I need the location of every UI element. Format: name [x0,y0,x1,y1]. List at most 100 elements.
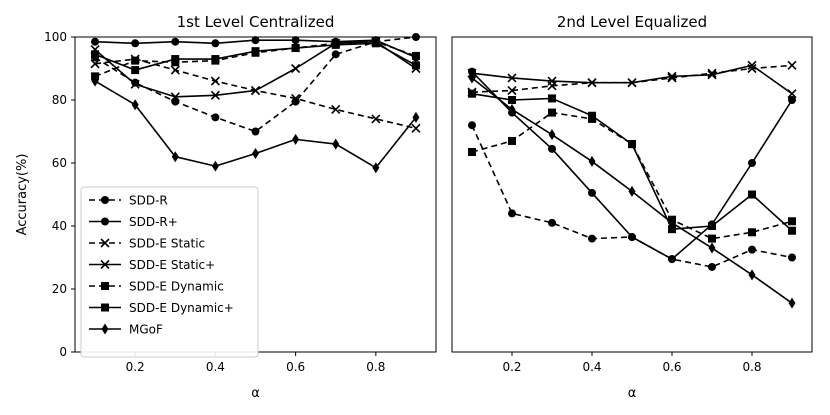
left-point-sdd-r-4 [251,127,260,136]
left-point-sdd-e-dynamic-8 [411,51,420,60]
left-y-tick-label-5: 100 [44,30,67,44]
right-point-mgof-0 [468,72,476,84]
left-x-tick-label-0: 0.2 [126,360,145,374]
left-point-sdd-e-static-0 [90,59,100,69]
left-point-sdd-e-static-plus-3 [210,90,220,100]
right-point-sdd-e-static-plus-8 [787,89,797,99]
left-point-mgof-6 [332,138,340,150]
right-point-sdd-e-static-8 [787,60,797,70]
left-point-sdd-e-dynamic-plus-8 [411,61,420,70]
right-point-sdd-r-plus-4 [628,233,636,242]
left-point-sdd-e-dynamic-plus-3 [211,55,220,64]
right-point-sdd-e-static-plus-3 [587,78,597,88]
left-point-mgof-2 [171,151,179,163]
right-point-sdd-e-dynamic-0 [468,147,476,156]
right-x-axis-label: α [628,386,637,401]
left-point-mgof-0 [91,75,99,87]
left-x-axis-label: α [251,386,260,401]
left-point-sdd-e-static-plus-2 [170,92,180,102]
left-point-sdd-r-plus-2 [171,37,180,46]
left-point-sdd-e-dynamic-plus-0 [91,50,100,59]
right-point-sdd-r-plus-3 [588,188,596,197]
right-point-sdd-r-2 [548,218,556,227]
right-point-sdd-e-dynamic-plus-1 [508,96,516,104]
left-point-sdd-e-static-plus-1 [130,79,140,89]
left-y-tick-label-1: 20 [52,282,67,296]
left-point-sdd-e-dynamic-plus-7 [371,39,380,48]
right-point-sdd-r-1 [508,209,516,218]
left-point-sdd-r-6 [331,50,340,59]
right-plot-frame [451,36,813,353]
left-point-mgof-5 [292,133,300,145]
right-x-tick-label-3: 0.8 [742,360,761,374]
right-point-mgof-3 [588,155,596,167]
left-chart-title: 1st Level Centralized [177,13,335,31]
right-point-sdd-e-dynamic-plus-6 [708,222,716,230]
right-point-sdd-e-dynamic-2 [548,108,556,117]
left-point-sdd-r-plus-1 [131,39,140,48]
left-point-sdd-e-dynamic-plus-4 [251,47,260,56]
right-point-sdd-r-8 [788,253,796,262]
legend-marker-sdd-e-static [100,238,110,248]
right-point-sdd-r-6 [708,262,716,271]
chart-left-panel: 1st Level Centralized α Accuracy(%) 0.2 0… [15,13,437,401]
legend-label-sdd-e-static-plus: SDD-E Static+ [129,258,215,272]
left-x-tick-label-2: 0.6 [286,360,305,374]
right-line-sdd-e-dynamic [471,111,793,240]
left-x-tick-label-1: 0.4 [206,360,225,374]
left-point-sdd-e-dynamic-plus-6 [331,40,340,49]
right-point-sdd-e-static-plus-1 [507,73,517,83]
right-point-sdd-e-dynamic-plus-8 [788,226,796,235]
right-point-mgof-2 [548,129,556,141]
right-point-mgof-6 [708,242,716,254]
left-y-tick-label-2: 40 [52,219,67,233]
right-point-sdd-e-static-6 [707,68,717,78]
right-point-sdd-r-plus-7 [748,159,756,167]
left-line-sdd-e-dynamic [94,40,417,78]
legend-marker-sdd-e-dynamic-plus [101,303,109,312]
left-point-sdd-e-static-5 [291,93,301,103]
left-point-mgof-7 [372,162,380,174]
legend-marker-sdd-r-plus [101,217,109,226]
left-y-tick-label-3: 60 [52,156,67,170]
legend-label-sdd-r: SDD-R [129,194,168,208]
left-point-sdd-r-3 [211,113,220,122]
right-point-sdd-e-dynamic-7 [748,228,756,237]
right-point-sdd-e-dynamic-plus-2 [548,94,556,103]
left-point-mgof-3 [211,160,219,172]
right-point-sdd-e-dynamic-plus-0 [468,89,476,98]
legend-marker-sdd-r [101,196,109,204]
left-point-mgof-4 [252,148,259,160]
right-point-mgof-5 [668,217,676,229]
left-y-tick-label-0: 0 [59,345,67,359]
right-point-sdd-e-static-5 [667,73,677,83]
right-point-sdd-r-3 [588,234,596,243]
legend-label-sdd-e-dynamic: SDD-E Dynamic [129,280,224,294]
legend: SDD-R SDD-R+ SDD-E Static SDD-E Static+ SDD-… [80,186,259,358]
right-x-tick-label-2: 0.6 [662,360,681,374]
left-point-sdd-e-dynamic-plus-2 [171,55,180,64]
right-x-tick-label-0: 0.2 [502,360,521,374]
left-point-sdd-r-plus-4 [251,36,260,45]
left-point-mgof-1 [131,99,139,111]
right-point-mgof-4 [628,185,636,197]
right-point-sdd-e-dynamic-plus-3 [588,111,596,120]
left-point-sdd-e-dynamic-1 [131,56,140,65]
right-point-sdd-e-static-plus-7 [747,60,757,70]
right-point-sdd-e-static-plus-4 [627,78,637,88]
right-point-mgof-8 [788,297,796,309]
left-point-mgof-8 [412,111,420,123]
right-x-tick-label-1: 0.4 [582,360,601,374]
right-point-sdd-e-dynamic-1 [508,136,516,145]
right-point-sdd-r-plus-8 [788,96,796,104]
right-point-sdd-e-static-plus-5 [667,71,677,81]
left-point-sdd-r-plus-3 [211,39,220,48]
right-point-mgof-1 [508,103,516,115]
left-point-sdd-e-static-plus-5 [291,63,301,74]
left-point-sdd-e-static-3 [210,76,220,86]
left-point-sdd-r-plus-5 [291,36,300,45]
legend-marker-sdd-e-static-plus [100,259,110,270]
right-point-sdd-e-dynamic-plus-7 [748,190,756,199]
left-line-sdd-e-static [94,58,417,130]
